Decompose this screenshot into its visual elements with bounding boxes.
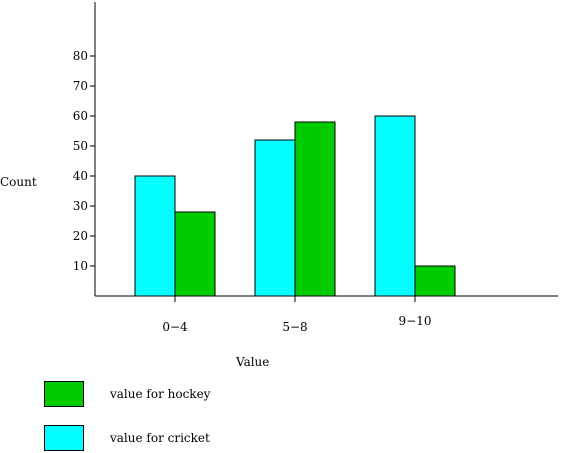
legend-item-cricket: value for cricket (44, 425, 344, 453)
x-axis-label: Value (236, 355, 270, 369)
x-ticks: 0−4 5−8 9−10 (162, 296, 431, 334)
x-tick-label: 0−4 (162, 320, 188, 334)
y-tick-label: 10 (73, 259, 88, 273)
y-tick-label: 80 (73, 49, 88, 63)
legend-swatch-hockey (44, 381, 84, 407)
x-tick-label: 5−8 (282, 320, 307, 334)
y-tick-label: 40 (73, 169, 88, 183)
legend-label-hockey: value for hockey (110, 387, 211, 401)
y-tick-label: 50 (73, 139, 88, 153)
y-tick-label: 60 (73, 109, 88, 123)
y-tick-label: 70 (73, 79, 88, 93)
bar-cricket (374, 115, 416, 297)
bar-cricket (134, 175, 176, 297)
bar-hockey (294, 121, 336, 297)
legend-swatch-cricket (44, 425, 84, 451)
y-tick-label: 30 (73, 199, 88, 213)
y-axis-label: Count (0, 175, 37, 189)
bar-hockey (174, 211, 216, 297)
legend-item-hockey: value for hockey (44, 381, 344, 409)
y-tick-label: 20 (73, 229, 88, 243)
y-ticks: 10 20 30 40 50 60 70 80 (73, 49, 95, 273)
bar-hockey (414, 265, 456, 297)
legend-label-cricket: value for cricket (110, 431, 210, 445)
bars (134, 115, 456, 297)
x-tick-label: 9−10 (399, 314, 432, 328)
bar-cricket (254, 139, 296, 297)
